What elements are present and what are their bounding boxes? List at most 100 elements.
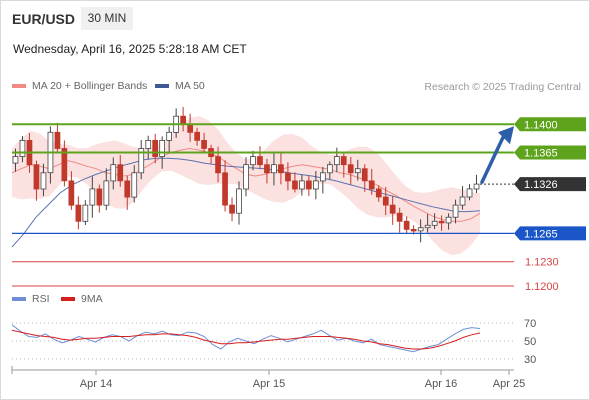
candle-body	[215, 156, 221, 174]
legend-ma20-label: MA 20 + Bollinger Bands	[32, 80, 148, 92]
candle-body	[166, 131, 172, 141]
candle-body	[54, 131, 61, 149]
candle-body	[354, 168, 361, 174]
candle	[243, 157, 249, 197]
candle	[403, 216, 410, 233]
candle	[152, 133, 158, 164]
candle-body	[19, 139, 26, 157]
candle	[68, 171, 75, 210]
symbol-title: EUR/USD	[12, 11, 76, 27]
candle	[278, 152, 284, 185]
candle-body	[417, 227, 424, 232]
candle-body	[180, 115, 186, 125]
candle-body	[298, 180, 305, 190]
candle-body	[40, 172, 47, 190]
candle	[312, 170, 319, 200]
candle-body	[131, 172, 138, 198]
candle	[19, 136, 26, 163]
level-tag-bg	[514, 117, 586, 132]
candle-body	[319, 172, 326, 182]
candle-body	[201, 139, 207, 149]
candle-body	[89, 188, 96, 206]
legend-ma50: MA 50	[155, 80, 205, 92]
candle	[459, 186, 466, 210]
current-price-label: 1.1326	[524, 179, 558, 191]
legend-rsi: RSI	[12, 293, 50, 305]
candle	[354, 159, 361, 181]
candle-body	[103, 180, 110, 206]
candle	[54, 122, 61, 153]
candle-body	[145, 139, 152, 149]
candle-body	[12, 156, 19, 164]
candle-body	[410, 228, 417, 232]
candle-body	[459, 196, 466, 206]
candle-body	[243, 164, 249, 190]
candle	[131, 165, 138, 203]
level-tag-pivot: 1.1265	[514, 226, 586, 241]
legend-rsi-swatch	[12, 297, 26, 301]
candle-body	[424, 224, 431, 229]
candle-body	[333, 156, 340, 166]
candle	[417, 219, 424, 243]
rsi-tick-label: 70	[524, 318, 536, 330]
rsi-tick-label: 50	[524, 336, 536, 348]
candle-body	[96, 188, 103, 206]
candle	[166, 126, 172, 153]
candle	[89, 176, 96, 218]
current-price-tag-bg	[514, 177, 586, 192]
candle-body	[396, 212, 403, 222]
candle	[201, 132, 207, 153]
candle	[124, 175, 131, 210]
candle-body	[389, 204, 396, 214]
candle	[319, 166, 326, 194]
candle-body	[340, 156, 347, 166]
candle-body	[452, 204, 459, 218]
candle-body	[292, 180, 298, 190]
candle-body	[305, 180, 312, 190]
level-tag-bg	[514, 145, 586, 160]
candle-body	[236, 188, 242, 214]
timeframe-button[interactable]: 30 MIN	[81, 7, 133, 30]
candle	[271, 153, 277, 186]
x-tick-label: Apr 25	[493, 378, 525, 390]
forecast-arrow-shaft	[480, 133, 506, 184]
level-tag-bg	[514, 226, 586, 241]
candle-body	[361, 168, 368, 182]
rsi-ma9-line	[11, 329, 481, 350]
candle	[117, 154, 124, 187]
candle-body	[445, 216, 452, 224]
legend-rsi-label: RSI	[32, 293, 50, 305]
candle-body	[117, 164, 124, 182]
candle-body	[403, 220, 410, 230]
candle	[229, 197, 235, 222]
candle-body	[82, 204, 89, 222]
candle	[285, 162, 291, 191]
level-tag-label: 1.1365	[524, 148, 558, 160]
legend-9ma-swatch	[61, 297, 75, 301]
candle	[452, 199, 459, 224]
candle-body	[473, 183, 480, 190]
candle-body	[375, 188, 382, 198]
x-tick-label: Apr 14	[80, 378, 112, 390]
legend-ma20-swatch	[12, 84, 26, 88]
candle	[424, 213, 431, 233]
candle	[110, 157, 117, 190]
candle-body	[271, 164, 277, 174]
candle	[194, 127, 200, 146]
candle-body	[250, 156, 256, 166]
rsi-line	[11, 324, 481, 353]
legend-ma50-label: MA 50	[175, 80, 205, 92]
legend-9ma: 9MA	[61, 293, 103, 305]
x-tick-label: Apr 15	[253, 378, 285, 390]
legend-ma50-swatch	[155, 84, 169, 88]
candle-body	[326, 164, 333, 174]
candle	[40, 163, 47, 197]
candle-body	[257, 156, 263, 166]
candle	[438, 215, 445, 231]
candle	[445, 213, 452, 230]
current-price-tag: 1.1326	[514, 177, 586, 192]
candle	[368, 168, 375, 195]
candle	[264, 158, 270, 184]
level-tag-resistance: 1.1400	[514, 117, 586, 132]
